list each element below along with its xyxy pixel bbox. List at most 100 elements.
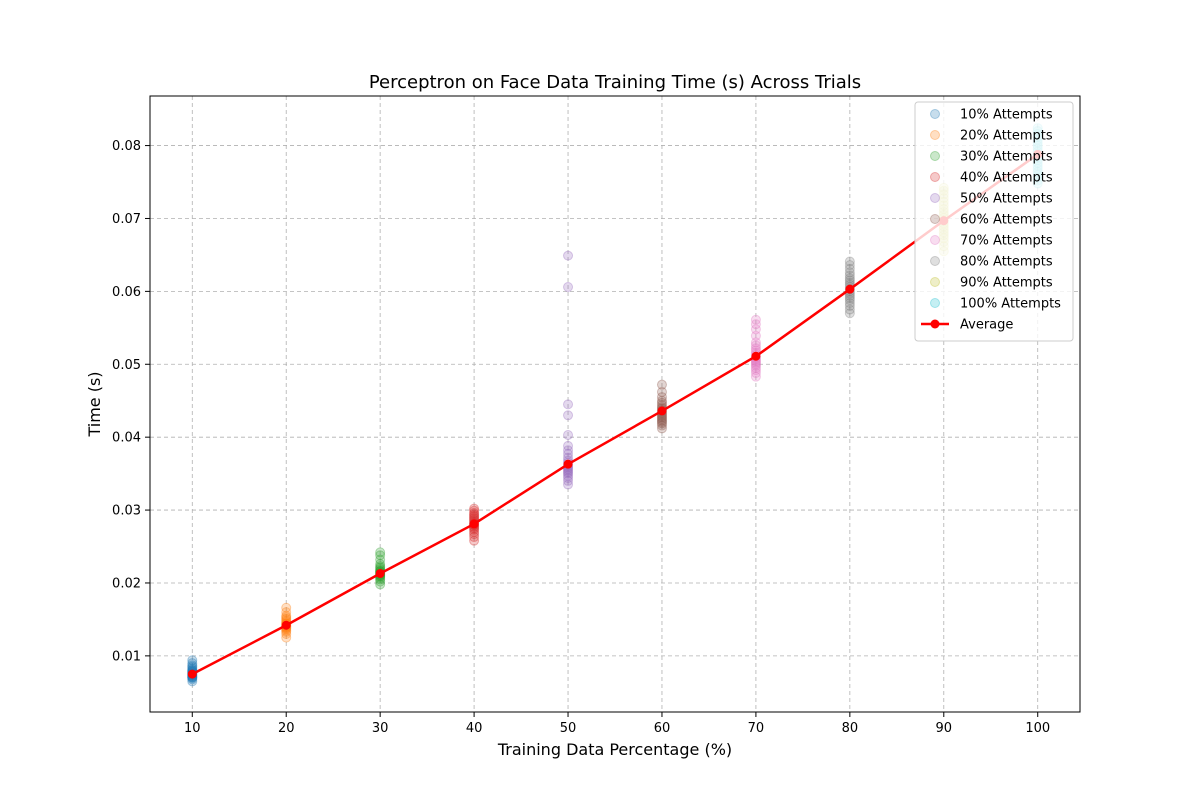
- scatter-point-series-6: [656, 392, 667, 403]
- scatter-point-series-5: [563, 281, 574, 292]
- scatter-point-series-5: [563, 472, 574, 483]
- scatter-point-series-4: [469, 532, 480, 543]
- legend-label: 70% Attempts: [960, 234, 1053, 249]
- scatter-point-series-8: [844, 298, 855, 309]
- legend-label: 20% Attempts: [960, 129, 1053, 144]
- scatter-point-series-6: [656, 386, 667, 397]
- average-point: [563, 459, 573, 469]
- scatter-point-series-7: [750, 319, 761, 330]
- scatter-point-series-5: [563, 448, 574, 459]
- legend-label: 10% Attempts: [960, 108, 1053, 123]
- y-tick-label: 0.03: [112, 504, 141, 519]
- scatter-point-series-2: [281, 607, 292, 618]
- scatter-point-series-6: [656, 416, 667, 427]
- legend-box: [914, 101, 1074, 342]
- x-tick-label: 70: [748, 721, 765, 736]
- scatter-point-series-5: [563, 250, 574, 261]
- average-line: [191, 153, 1039, 676]
- x-tick-label: 10: [184, 721, 201, 736]
- scatter-point-series-7: [750, 371, 761, 382]
- x-tick-label: 20: [278, 721, 295, 736]
- y-axis-label: Time (s): [85, 371, 104, 437]
- x-tick-label: 90: [936, 721, 953, 736]
- scatter-point-series-5: [563, 475, 574, 486]
- scatter-point-series-8: [844, 295, 855, 306]
- scatter-point-series-2: [281, 602, 292, 613]
- x-axis-label: Training Data Percentage (%): [497, 740, 732, 759]
- scatter-point-series-8: [844, 308, 855, 319]
- scatter-point-series-6: [656, 418, 667, 429]
- legend-marker: [930, 172, 940, 182]
- average-point: [469, 519, 479, 529]
- scatter-point-series-5: [563, 445, 574, 456]
- x-tick-label: 100: [1025, 721, 1050, 736]
- legend-marker: [930, 235, 940, 245]
- legend-label: 100% Attempts: [960, 297, 1061, 312]
- scatter-point-series-4: [469, 529, 480, 540]
- scatter-point-series-2: [281, 610, 292, 621]
- scatter-point-series-4: [469, 503, 480, 514]
- legend-marker: [930, 109, 940, 119]
- scatter-point-series-6: [656, 415, 667, 426]
- y-tick-label: 0.06: [112, 285, 141, 300]
- average-point: [845, 284, 855, 294]
- scatter-point-series-5: [563, 468, 574, 479]
- legend-marker: [930, 130, 940, 140]
- scatter-point-series-8: [844, 256, 855, 267]
- average-point: [751, 351, 761, 361]
- legend-label: 80% Attempts: [960, 255, 1053, 270]
- legend-label: Average: [960, 318, 1013, 333]
- legend-marker: [930, 277, 940, 287]
- scatter-point-series-8: [844, 273, 855, 284]
- x-tick-label: 80: [842, 721, 859, 736]
- scatter-point-series-4: [469, 507, 480, 518]
- y-tick-label: 0.04: [112, 431, 141, 446]
- legend-label: 60% Attempts: [960, 213, 1053, 228]
- y-tick-label: 0.02: [112, 576, 141, 591]
- scatter-point-series-7: [750, 324, 761, 335]
- x-tick-label: 40: [466, 721, 483, 736]
- scatter-point-series-8: [844, 263, 855, 274]
- legend-label: 30% Attempts: [960, 150, 1053, 165]
- ticks-layer: 10 20 30 40 50 60 70 80 90 100 0.01 0.02 0.03 0.04 0.0…: [112, 139, 1050, 736]
- scatter-point-series-5: [563, 410, 574, 421]
- scatter-point-series-6: [656, 379, 667, 390]
- scatter-point-series-5: [563, 399, 574, 410]
- scatter-point-series-8: [844, 260, 855, 271]
- scatter-point-series-6: [656, 420, 667, 431]
- y-tick-label: 0.07: [112, 212, 141, 227]
- scatter-point-series-3: [375, 554, 386, 565]
- scatter-point-series-3: [375, 579, 386, 590]
- average-point: [187, 669, 197, 679]
- average-point: [281, 620, 291, 630]
- average-point: [657, 406, 667, 416]
- y-tick-label: 0.08: [112, 139, 141, 154]
- scatter-point-series-4: [469, 505, 480, 516]
- scatter-point-series-7: [750, 362, 761, 373]
- legend-average-marker: [930, 319, 940, 329]
- scatter-point-series-3: [375, 559, 386, 570]
- scatter-point-series-4: [469, 535, 480, 546]
- y-tick-label: 0.05: [112, 358, 141, 373]
- scatter-point-series-6: [656, 423, 667, 434]
- scatter-point-series-7: [750, 340, 761, 351]
- legend-label: 50% Attempts: [960, 192, 1053, 207]
- x-tick-label: 60: [654, 721, 671, 736]
- scatter-point-series-1: [187, 655, 198, 666]
- scatter-point-series-7: [750, 368, 761, 379]
- scatter-point-series-5: [563, 470, 574, 481]
- scatter-point-series-7: [750, 337, 761, 348]
- legend: 10% Attempts 20% Attempts 30% Attempts 40% …: [914, 101, 1074, 342]
- scatter-point-series-8: [844, 300, 855, 311]
- y-tick-label: 0.01: [112, 649, 141, 664]
- scatter-point-series-3: [375, 550, 386, 561]
- scatter-point-series-7: [750, 314, 761, 325]
- scatter-point-series-2: [281, 632, 292, 643]
- x-tick-label: 30: [372, 721, 389, 736]
- chart-title: Perceptron on Face Data Training Time (s…: [369, 72, 861, 93]
- points-layer: [187, 123, 1043, 687]
- scatter-point-series-4: [469, 509, 480, 520]
- scatter-point-series-5: [563, 429, 574, 440]
- legend-marker: [930, 256, 940, 266]
